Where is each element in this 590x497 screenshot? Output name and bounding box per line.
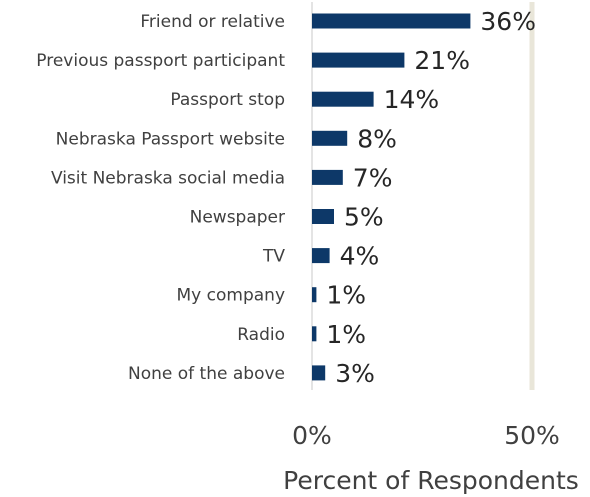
category-label: Newspaper bbox=[190, 208, 285, 228]
category-label: Friend or relative bbox=[140, 12, 285, 32]
data-label: 1% bbox=[326, 320, 366, 349]
category-label: My company bbox=[177, 286, 285, 306]
category-label: None of the above bbox=[128, 364, 285, 384]
data-label: 4% bbox=[340, 242, 380, 271]
x-tick-label: 50% bbox=[504, 421, 560, 450]
category-label: TV bbox=[262, 247, 285, 267]
bar bbox=[312, 365, 326, 381]
data-label: 8% bbox=[357, 124, 397, 153]
data-label: 5% bbox=[344, 203, 384, 232]
category-label: Radio bbox=[237, 325, 285, 345]
data-label: 3% bbox=[335, 359, 375, 388]
x-axis-ticks: 0% 50% bbox=[292, 421, 560, 450]
bar bbox=[312, 91, 374, 107]
category-label: Passport stop bbox=[170, 90, 285, 110]
data-label: 7% bbox=[353, 163, 393, 192]
bars bbox=[312, 13, 471, 381]
data-label: 21% bbox=[414, 46, 470, 75]
x-axis-title: Percent of Respondents bbox=[283, 466, 579, 495]
category-labels: Friend or relative Previous passport part… bbox=[36, 12, 285, 384]
bar bbox=[312, 169, 343, 185]
bar bbox=[312, 130, 348, 146]
bar bbox=[312, 248, 330, 264]
x-tick-label: 0% bbox=[292, 421, 332, 450]
data-label: 14% bbox=[384, 85, 440, 114]
gridline-50 bbox=[529, 2, 535, 390]
bar bbox=[312, 209, 334, 224]
bar bbox=[312, 326, 317, 342]
category-label: Nebraska Passport website bbox=[56, 129, 285, 149]
category-label: Previous passport participant bbox=[36, 51, 285, 71]
category-label: Visit Nebraska social media bbox=[51, 168, 285, 188]
bar bbox=[312, 287, 317, 303]
data-label: 1% bbox=[326, 281, 366, 310]
data-labels: 36% 21% 14% 8% 7% 5% 4% 1% 1% 3% bbox=[326, 7, 536, 388]
bar bbox=[312, 13, 471, 29]
data-label: 36% bbox=[480, 7, 536, 36]
bar bbox=[312, 52, 405, 68]
